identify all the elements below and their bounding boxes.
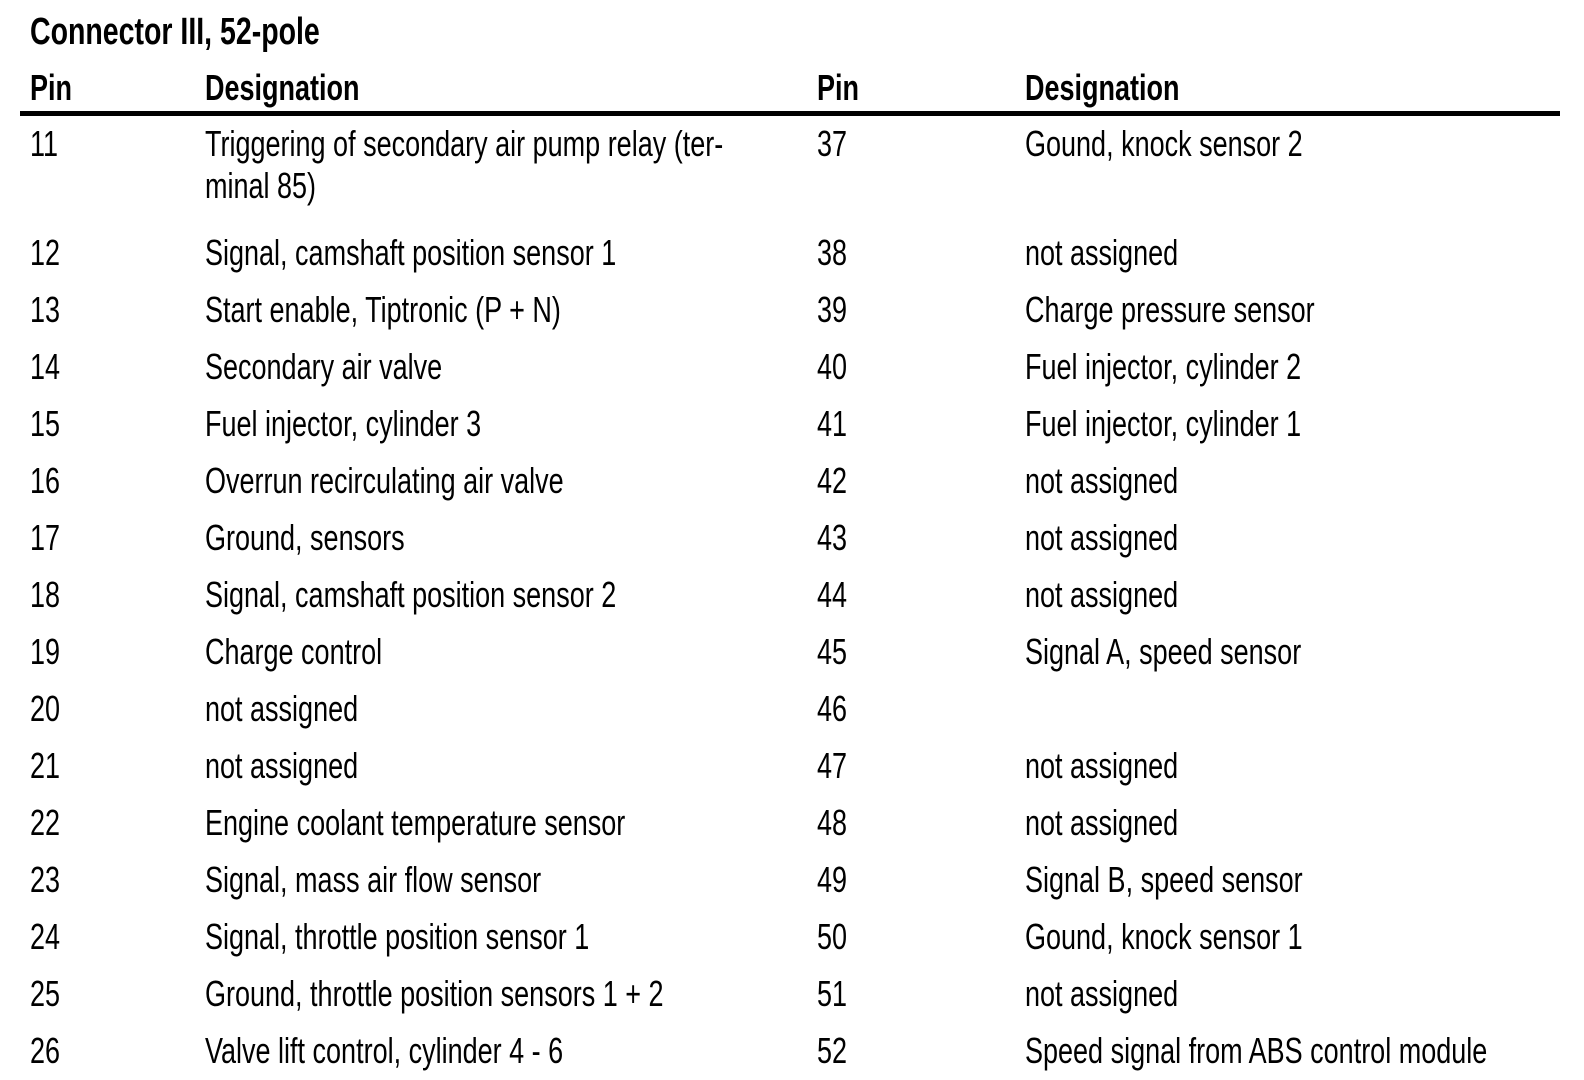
table-row: 11 Triggering of secondary air pump rela… bbox=[30, 123, 1560, 207]
pin-cell-left: 17 bbox=[30, 517, 61, 558]
column-header-designation-right: Designation bbox=[1025, 67, 1180, 108]
designation-cell-right: Fuel injector, cylinder 1 bbox=[1025, 403, 1302, 444]
pin-cell-left: 24 bbox=[30, 916, 61, 957]
pin-cell-right: 47 bbox=[817, 745, 848, 786]
table-row: 13 Start enable, Tiptronic (P + N) 39 Ch… bbox=[30, 289, 1560, 331]
designation-cell-right bbox=[1025, 688, 1560, 730]
table-row: 18 Signal, camshaft position sensor 2 44… bbox=[30, 574, 1560, 616]
column-header-pin-left: Pin bbox=[30, 67, 73, 108]
designation-cell-left: Start enable, Tiptronic (P + N) bbox=[205, 289, 561, 330]
pin-cell-left: 14 bbox=[30, 346, 61, 387]
table-row: 22 Engine coolant temperature sensor 48 … bbox=[30, 802, 1560, 844]
pin-cell-left: 15 bbox=[30, 403, 61, 444]
designation-cell-right: not assigned bbox=[1025, 973, 1179, 1014]
table-row: 16 Overrun recirculating air valve 42 no… bbox=[30, 460, 1560, 502]
pin-cell-right: 50 bbox=[817, 916, 848, 957]
pin-cell-left: 13 bbox=[30, 289, 61, 330]
designation-cell-left: Charge control bbox=[205, 631, 383, 672]
pin-cell-left: 11 bbox=[30, 123, 59, 164]
designation-cell-right: not assigned bbox=[1025, 460, 1179, 501]
table-row: 20 not assigned 46 bbox=[30, 688, 1560, 730]
designation-cell-right: Charge pressure sensor bbox=[1025, 289, 1315, 330]
designation-cell-left: Signal, mass air flow sensor bbox=[205, 859, 542, 900]
pin-cell-left: 23 bbox=[30, 859, 61, 900]
pin-cell-left: 26 bbox=[30, 1030, 61, 1071]
designation-cell-left: Overrun recirculating air valve bbox=[205, 460, 564, 501]
pin-cell-right: 52 bbox=[817, 1030, 848, 1071]
pin-cell-left: 18 bbox=[30, 574, 61, 615]
pin-cell-left: 25 bbox=[30, 973, 61, 1014]
table-row: 25 Ground, throttle position sensors 1 +… bbox=[30, 973, 1560, 1015]
designation-cell-left: Triggering of secondary air pump relay (… bbox=[205, 123, 724, 206]
pin-cell-left: 16 bbox=[30, 460, 61, 501]
pin-cell-right: 49 bbox=[817, 859, 848, 900]
designation-cell-left: Engine coolant temperature sensor bbox=[205, 802, 626, 843]
table-row: 24 Signal, throttle position sensor 1 50… bbox=[30, 916, 1560, 958]
pin-cell-left: 20 bbox=[30, 688, 61, 729]
pin-cell-right: 42 bbox=[817, 460, 848, 501]
pin-cell-right: 44 bbox=[817, 574, 848, 615]
designation-cell-right: not assigned bbox=[1025, 745, 1179, 786]
designation-cell-left: Fuel injector, cylinder 3 bbox=[205, 403, 482, 444]
column-header-designation-left: Designation bbox=[205, 67, 360, 108]
designation-cell-right: Signal A, speed sensor bbox=[1025, 631, 1302, 672]
pin-cell-right: 40 bbox=[817, 346, 848, 387]
table-row: 19 Charge control 45 Signal A, speed sen… bbox=[30, 631, 1560, 673]
table-row: 21 not assigned 47 not assigned bbox=[30, 745, 1560, 787]
pin-cell-left: 12 bbox=[30, 232, 61, 273]
table-body: 11 Triggering of secondary air pump rela… bbox=[30, 116, 1560, 1072]
pin-cell-right: 37 bbox=[817, 123, 848, 164]
pin-cell-right: 51 bbox=[817, 973, 848, 1014]
designation-cell-left: Ground, sensors bbox=[205, 517, 405, 558]
designation-cell-left: Secondary air valve bbox=[205, 346, 443, 387]
designation-cell-right: Signal B, speed sensor bbox=[1025, 859, 1303, 900]
designation-cell-right: Fuel injector, cylinder 2 bbox=[1025, 346, 1302, 387]
designation-cell-left: Ground, throttle position sensors 1 + 2 bbox=[205, 973, 664, 1014]
table-row: 17 Ground, sensors 43 not assigned bbox=[30, 517, 1560, 559]
designation-cell-right: Gound, knock sensor 1 bbox=[1025, 916, 1303, 957]
designation-cell-left: Signal, throttle position sensor 1 bbox=[205, 916, 590, 957]
pin-cell-right: 43 bbox=[817, 517, 848, 558]
designation-cell-right: Speed signal from ABS control module bbox=[1025, 1030, 1488, 1071]
pin-cell-right: 39 bbox=[817, 289, 848, 330]
designation-cell-left: not assigned bbox=[205, 745, 359, 786]
table-header-row: Pin Designation Pin Designation bbox=[20, 67, 1560, 116]
pin-cell-right: 38 bbox=[817, 232, 848, 273]
column-header-pin-right: Pin bbox=[817, 67, 860, 108]
table-row: 23 Signal, mass air flow sensor 49 Signa… bbox=[30, 859, 1560, 901]
table-row: 26 Valve lift control, cylinder 4 - 6 52… bbox=[30, 1030, 1560, 1072]
designation-cell-left: Signal, camshaft position sensor 1 bbox=[205, 232, 617, 273]
pin-cell-right: 45 bbox=[817, 631, 848, 672]
table-row: 14 Secondary air valve 40 Fuel injector,… bbox=[30, 346, 1560, 388]
page-title: Connector III, 52-pole bbox=[30, 11, 320, 53]
designation-cell-left: Valve lift control, cylinder 4 - 6 bbox=[205, 1030, 564, 1071]
designation-cell-right: not assigned bbox=[1025, 802, 1179, 843]
pin-cell-right: 48 bbox=[817, 802, 848, 843]
pin-cell-right: 46 bbox=[817, 688, 848, 729]
pin-cell-left: 22 bbox=[30, 802, 61, 843]
pin-cell-left: 19 bbox=[30, 631, 61, 672]
designation-cell-left: Signal, camshaft position sensor 2 bbox=[205, 574, 617, 615]
designation-cell-right: Gound, knock sensor 2 bbox=[1025, 123, 1303, 164]
table-row: 12 Signal, camshaft position sensor 1 38… bbox=[30, 232, 1560, 274]
pin-cell-left: 21 bbox=[30, 745, 61, 786]
pin-cell-right: 41 bbox=[817, 403, 848, 444]
designation-cell-right: not assigned bbox=[1025, 517, 1179, 558]
table-row: 15 Fuel injector, cylinder 3 41 Fuel inj… bbox=[30, 403, 1560, 445]
designation-cell-right: not assigned bbox=[1025, 232, 1179, 273]
designation-cell-right: not assigned bbox=[1025, 574, 1179, 615]
designation-cell-left: not assigned bbox=[205, 688, 359, 729]
